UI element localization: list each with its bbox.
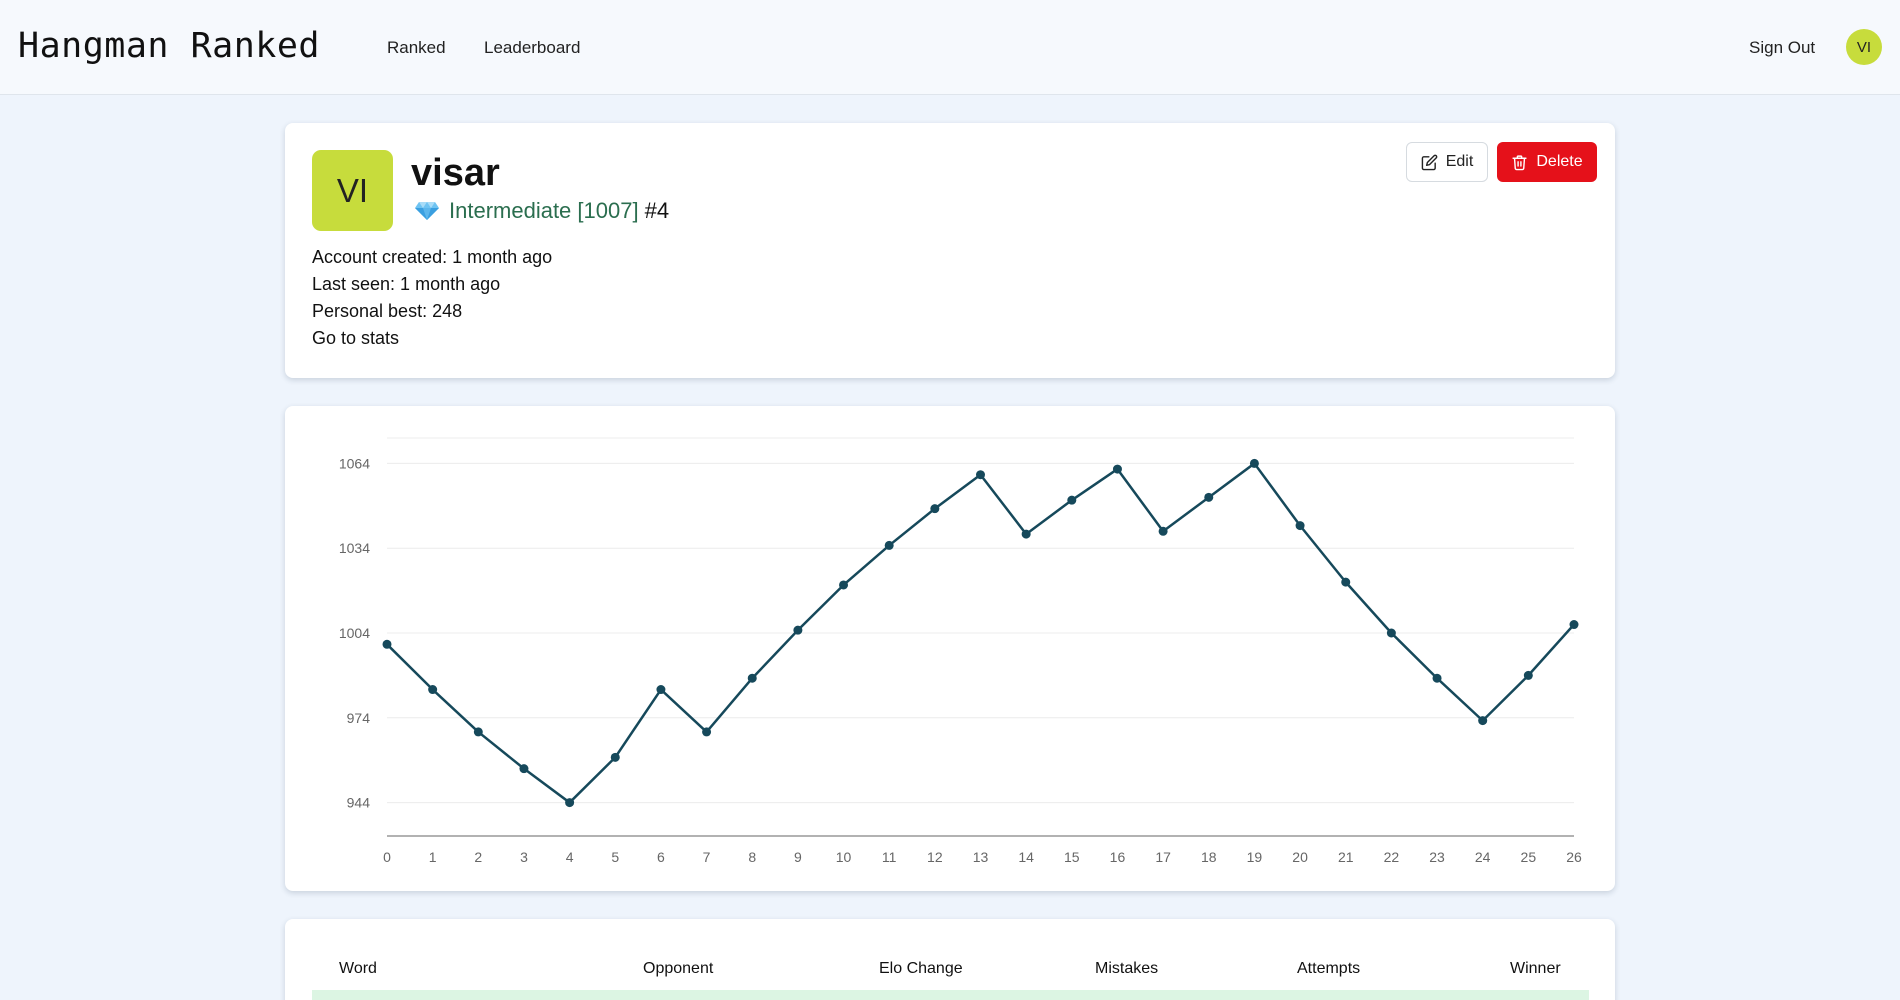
x-tick-label: 14 [1018,849,1034,865]
x-tick-label: 2 [474,849,482,865]
account-created-text: Account created: 1 month ago [312,247,553,267]
x-tick-label: 19 [1247,849,1263,865]
data-point [1569,620,1579,630]
data-point [747,673,757,683]
x-tick-label: 12 [927,849,943,865]
x-tick-label: 8 [748,849,756,865]
column-header-attempts[interactable]: Attempts [1297,960,1361,977]
x-tick-label: 6 [657,849,665,865]
column-header-word[interactable]: Word [339,960,377,977]
edit-icon [1421,154,1438,170]
data-point [610,752,620,762]
rank-line: Intermediate [1007] #4 [415,198,669,224]
y-tick-label: 1004 [339,625,370,641]
data-point [702,727,712,737]
data-point [1158,526,1168,536]
x-tick-label: 5 [611,849,619,865]
data-point [1341,577,1351,587]
table-row[interactable] [312,990,1589,1000]
x-tick-label: 20 [1292,849,1308,865]
delete-button[interactable]: Delete [1497,142,1597,182]
top-navbar: Hangman Ranked Ranked Leaderboard Sign O… [0,0,1900,95]
data-point [1432,673,1442,683]
y-tick-label: 974 [347,710,371,726]
rank-name: Intermediate [1007] [449,198,639,223]
x-tick-label: 21 [1338,849,1354,865]
edit-button[interactable]: Edit [1406,142,1488,182]
x-tick-label: 0 [383,849,391,865]
sign-out-link[interactable]: Sign Out [1749,38,1816,57]
data-point [930,504,940,514]
x-tick-label: 23 [1429,849,1445,865]
x-tick-label: 25 [1521,849,1537,865]
x-tick-label: 4 [566,849,574,865]
x-tick-label: 7 [703,849,711,865]
user-avatar[interactable]: VI [1846,29,1882,65]
column-header-winner[interactable]: Winner [1510,960,1561,977]
diamond-icon [415,202,439,220]
nav-ranked-link[interactable]: Ranked [387,38,446,57]
column-header-mistakes[interactable]: Mistakes [1095,960,1159,977]
data-point [839,580,849,590]
rank-position: #4 [644,198,670,223]
y-tick-label: 944 [347,795,371,811]
profile-avatar: VI [312,150,393,231]
data-point [382,639,392,649]
x-tick-label: 22 [1384,849,1400,865]
x-tick-label: 11 [882,849,897,865]
x-tick-label: 1 [429,849,437,865]
data-point [519,764,529,774]
x-tick-label: 17 [1155,849,1171,865]
data-point [565,798,575,808]
x-tick-label: 16 [1110,849,1126,865]
profile-username: visar [411,152,500,194]
elo-chart-card: 944 974 1004 1034 1064 0 1 2 3 4 5 6 7 8 9 10 11 12 13 14 15… [285,406,1615,891]
chart-grid [387,437,1574,804]
data-point [793,625,803,635]
x-tick-label: 13 [973,849,989,865]
y-tick-label: 1064 [339,455,370,471]
app-brand[interactable]: Hangman Ranked [18,26,321,66]
column-header-opponent[interactable]: Opponent [643,960,714,977]
data-point [473,727,483,737]
x-tick-label: 24 [1475,849,1491,865]
nav-leaderboard-link[interactable]: Leaderboard [484,38,581,57]
data-point [1204,492,1214,502]
data-point [656,685,666,695]
data-point [1249,458,1259,468]
data-point [1295,521,1305,531]
data-point [1067,495,1077,505]
data-point [1523,670,1533,680]
data-point [1021,529,1031,539]
last-seen-text: Last seen: 1 month ago [312,274,501,294]
personal-best-text: Personal best: 248 [312,301,463,321]
x-tick-label: 3 [520,849,528,865]
go-to-stats-link[interactable]: Go to stats [312,328,400,348]
edit-label: Edit [1445,153,1474,170]
data-point [1386,628,1396,638]
data-point [1112,464,1122,474]
match-history-card: Word Opponent Elo Change Mistakes Attemp… [285,919,1615,1000]
data-point [1478,716,1488,726]
y-tick-label: 1034 [339,540,370,556]
profile-card: VI visar Intermediate [1007] #4 Account … [285,123,1615,378]
data-point [884,540,894,550]
data-point [428,685,438,695]
x-tick-label: 10 [836,849,852,865]
delete-label: Delete [1536,153,1583,170]
data-point [976,470,985,480]
column-header-elo-change[interactable]: Elo Change [879,960,963,977]
trash-icon [1512,154,1527,170]
x-tick-label: 15 [1064,849,1080,865]
x-tick-label: 18 [1201,849,1217,865]
x-tick-label: 9 [794,849,802,865]
chart-series [382,458,1579,808]
x-tick-label: 26 [1566,849,1582,865]
